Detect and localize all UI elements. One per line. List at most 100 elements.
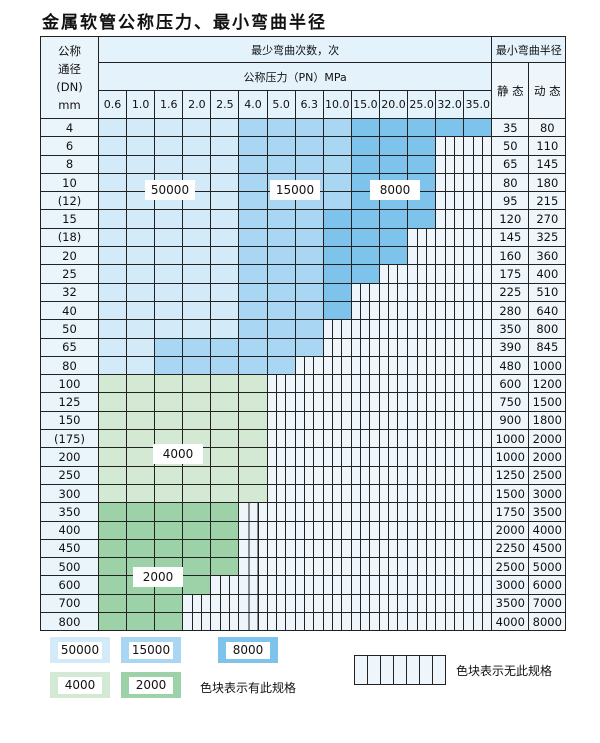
available-cell xyxy=(126,282,156,302)
unavailable-cell xyxy=(266,593,296,614)
static-radius-cell: 2000 xyxy=(491,520,530,540)
static-radius-cell: 120 xyxy=(491,209,530,229)
dn-cell: 40 xyxy=(40,300,99,321)
dynamic-header: 动 态 xyxy=(528,62,567,119)
dynamic-radius-cell: 270 xyxy=(528,209,567,229)
unavailable-cell xyxy=(435,154,465,174)
available-cell xyxy=(154,502,184,522)
unavailable-cell xyxy=(350,575,380,595)
dn-cell: 250 xyxy=(40,465,99,485)
unavailable-cell xyxy=(350,282,380,302)
available-cell xyxy=(266,154,296,174)
unavailable-cell xyxy=(463,337,493,357)
dn-label-line: (DN) xyxy=(56,79,83,94)
dn-label-line: 通径 xyxy=(58,61,81,76)
dynamic-radius-cell: 4000 xyxy=(528,520,567,540)
available-cell xyxy=(182,209,212,229)
available-cell xyxy=(350,136,380,156)
unavailable-cell xyxy=(435,447,465,467)
static-radius-cell: 1750 xyxy=(491,502,530,522)
available-cell xyxy=(322,117,352,138)
pn-header-cell: 0.6 xyxy=(97,90,128,119)
unavailable-cell xyxy=(435,337,465,357)
unavailable-cell xyxy=(407,593,437,614)
available-cell xyxy=(294,117,324,138)
unavailable-cell xyxy=(463,483,493,504)
unavailable-cell xyxy=(294,483,324,504)
unavailable-cell xyxy=(435,520,465,540)
available-cell xyxy=(126,465,156,485)
unavailable-cell xyxy=(463,227,493,248)
available-cell xyxy=(126,374,156,394)
available-cell xyxy=(210,191,240,211)
unavailable-cell xyxy=(350,520,380,540)
unavailable-cell xyxy=(407,337,437,357)
table-row: (175) 1000 2000 xyxy=(40,429,567,449)
unavailable-cell xyxy=(322,319,352,339)
unavailable-cell xyxy=(407,264,437,284)
available-cell xyxy=(322,172,352,193)
unavailable-cell xyxy=(435,355,465,376)
available-cell xyxy=(350,154,380,174)
available-cell xyxy=(182,154,212,174)
dn-cell: 500 xyxy=(40,557,99,577)
table-row: 400 2000 4000 xyxy=(40,520,567,540)
static-radius-cell: 225 xyxy=(491,282,530,302)
unavailable-cell xyxy=(294,465,324,485)
available-cell xyxy=(266,355,296,376)
available-cell xyxy=(322,246,352,266)
unavailable-cell xyxy=(378,264,409,284)
available-cell xyxy=(210,172,240,193)
table-row: 100 600 1200 xyxy=(40,374,567,394)
available-cell xyxy=(97,392,128,412)
unavailable-cell xyxy=(463,191,493,211)
static-radius-cell: 1000 xyxy=(491,429,530,449)
available-cell xyxy=(210,319,240,339)
dynamic-radius-cell: 145 xyxy=(528,154,567,174)
unavailable-cell xyxy=(463,447,493,467)
available-cell xyxy=(154,117,184,138)
unavailable-cell xyxy=(463,154,493,174)
unavailable-cell xyxy=(322,355,352,376)
unavailable-cell xyxy=(238,538,268,559)
static-radius-cell: 2250 xyxy=(491,538,530,559)
pn-header-cell: 32.0 xyxy=(435,90,465,119)
available-cell xyxy=(182,227,212,248)
static-radius-cell: 4000 xyxy=(491,612,530,632)
unavailable-cell xyxy=(294,612,324,632)
available-cell xyxy=(126,593,156,614)
unavailable-cell xyxy=(294,447,324,467)
unavailable-cell xyxy=(322,575,352,595)
table-row: 80 480 1000 xyxy=(40,355,567,376)
available-cell xyxy=(126,502,156,522)
available-cell xyxy=(322,136,352,156)
unavailable-cell xyxy=(463,136,493,156)
unavailable-cell xyxy=(350,593,380,614)
region-label-50000: 50000 xyxy=(145,180,195,200)
available-cell xyxy=(210,374,240,394)
unavailable-cell xyxy=(350,557,380,577)
available-cell xyxy=(97,575,128,595)
static-radius-cell: 480 xyxy=(491,355,530,376)
available-cell xyxy=(97,264,128,284)
static-header: 静 态 xyxy=(491,62,530,119)
unavailable-cell xyxy=(378,593,409,614)
available-cell xyxy=(210,465,240,485)
available-cell xyxy=(294,300,324,321)
unavailable-cell xyxy=(350,429,380,449)
static-radius-cell: 65 xyxy=(491,154,530,174)
available-cell xyxy=(210,520,240,540)
unavailable-cell xyxy=(294,557,324,577)
available-cell xyxy=(182,502,212,522)
dynamic-radius-cell: 510 xyxy=(528,282,567,302)
dn-cell: 800 xyxy=(40,612,99,632)
unavailable-cell xyxy=(407,465,437,485)
available-cell xyxy=(182,319,212,339)
available-cell xyxy=(97,136,128,156)
legend-label: 50000 xyxy=(58,642,102,659)
legend-unavailable-swatch xyxy=(354,655,446,685)
unavailable-cell xyxy=(294,374,324,394)
available-cell xyxy=(154,374,184,394)
unavailable-cell xyxy=(407,246,437,266)
unavailable-cell xyxy=(378,410,409,431)
